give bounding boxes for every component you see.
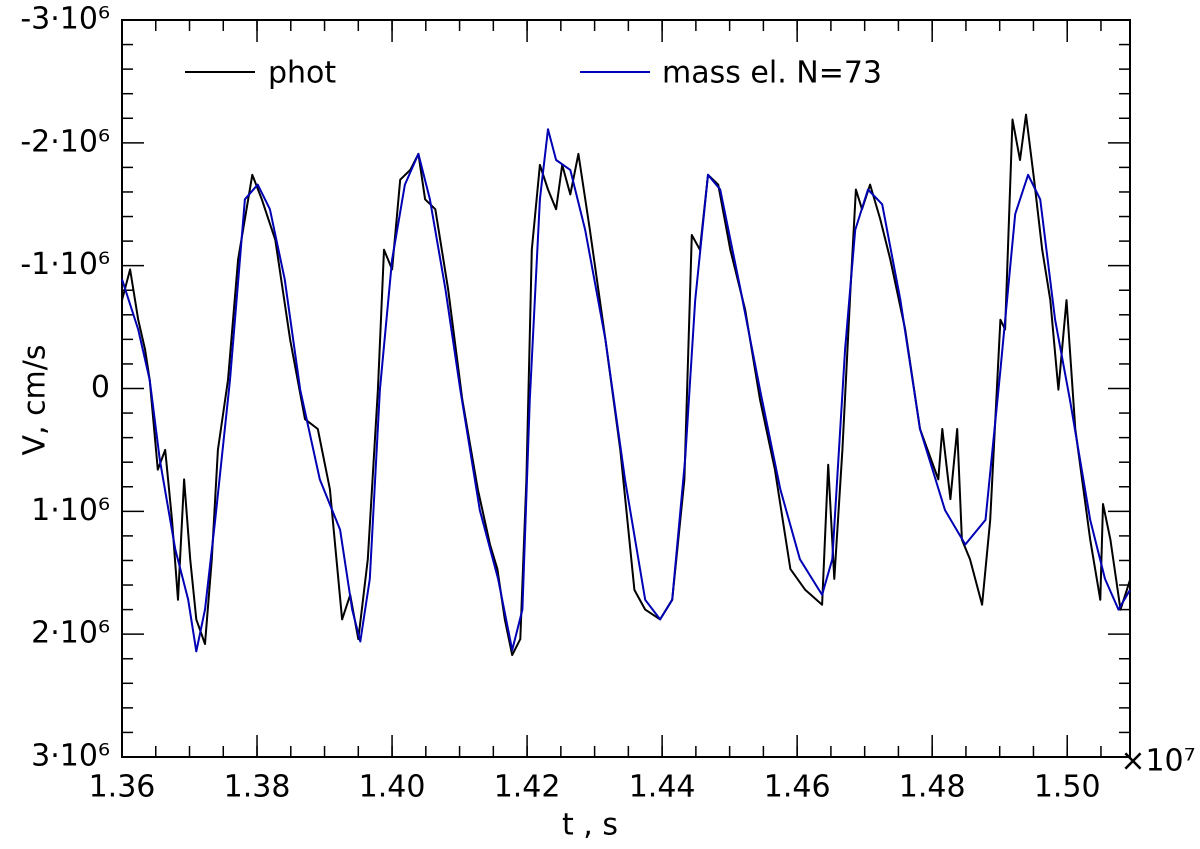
x-tick-label: 1.44	[629, 770, 696, 805]
x-tick-label: 1.50	[1034, 770, 1101, 805]
x-tick-label: 1.38	[224, 770, 291, 805]
x-tick-label: 1.48	[899, 770, 966, 805]
y-tick-label: 0	[91, 370, 110, 405]
y-tick-label: 3·10⁶	[31, 739, 110, 774]
x-axis-label: t , s	[562, 808, 618, 843]
y-tick-label: 1·10⁶	[31, 493, 110, 528]
y-axis-label: V, cm/s	[18, 344, 53, 455]
legend-label: phot	[268, 56, 336, 91]
y-tick-label: 2·10⁶	[31, 616, 110, 651]
x-tick-label: 1.36	[89, 770, 156, 805]
legend-label: mass el. N=73	[662, 56, 882, 91]
y-tick-label: -1·10⁶	[20, 247, 110, 282]
y-tick-label: -3·10⁶	[20, 2, 110, 37]
x-tick-label: 1.40	[359, 770, 426, 805]
plot-frame	[121, 19, 1131, 758]
x-tick-label: 1.42	[494, 770, 561, 805]
x-tick-label: 1.46	[764, 770, 831, 805]
y-tick-label: -2·10⁶	[20, 124, 110, 159]
data-line	[121, 113, 1131, 656]
x-multiplier: ×10⁷	[1120, 744, 1195, 779]
data-line	[121, 128, 1131, 653]
